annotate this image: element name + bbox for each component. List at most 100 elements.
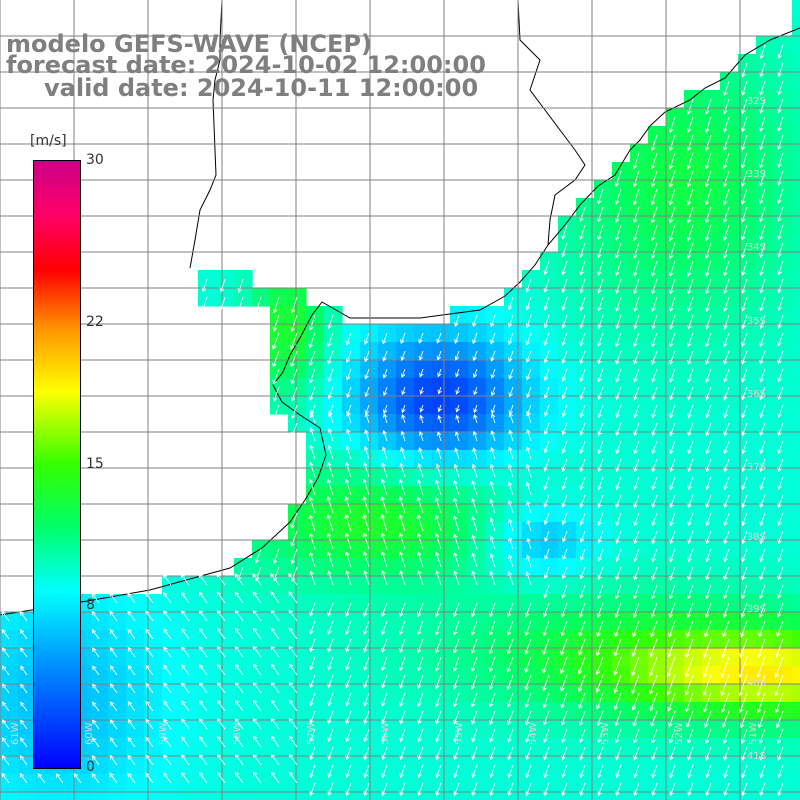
wind-arrow — [434, 532, 442, 550]
wind-cell — [324, 504, 343, 523]
wind-arrow — [705, 548, 712, 563]
wind-arrow — [308, 332, 316, 349]
wind-arrow — [400, 430, 406, 442]
wind-arrow — [181, 628, 190, 640]
wind-arrow — [777, 494, 784, 509]
wind-arrow — [777, 116, 784, 132]
wind-cell — [522, 792, 541, 800]
latitude-label: 37S — [746, 462, 766, 473]
longitude-label: 57W — [306, 722, 317, 745]
wind-arrow — [471, 692, 478, 708]
wind-arrow — [739, 710, 748, 729]
wind-arrow — [687, 764, 694, 779]
wind-cell — [180, 630, 199, 649]
wind-arrow — [669, 386, 676, 401]
longitude-label: 52W — [674, 722, 685, 745]
wind-arrow — [579, 566, 586, 580]
wind-arrow — [471, 534, 478, 550]
wind-arrow — [381, 620, 388, 635]
wind-arrow — [777, 296, 784, 312]
wind-arrow — [453, 533, 460, 550]
wind-arrow — [720, 674, 730, 697]
wind-cell — [18, 666, 37, 685]
wind-arrow — [162, 573, 172, 586]
wind-arrow — [561, 440, 568, 454]
wind-cell — [198, 576, 217, 595]
wind-arrow — [615, 368, 622, 383]
wind-arrow — [615, 332, 622, 347]
wind-arrow — [508, 368, 514, 380]
wind-arrow — [273, 404, 280, 420]
wind-arrow — [741, 278, 748, 294]
wind-arrow — [723, 296, 730, 312]
wind-cell — [180, 738, 199, 757]
wind-arrow — [252, 663, 262, 676]
wind-arrow — [704, 152, 712, 170]
wind-arrow — [597, 728, 604, 744]
wind-arrow — [543, 314, 550, 329]
wind-arrow — [382, 413, 388, 424]
wind-arrow — [288, 681, 298, 694]
wind-arrow — [669, 530, 676, 545]
wind-arrow — [288, 735, 298, 748]
wind-arrow — [201, 278, 208, 293]
wind-arrow — [615, 782, 622, 797]
wind-arrow — [216, 645, 226, 658]
wind-arrow — [416, 514, 424, 532]
wind-arrow — [489, 710, 496, 726]
wind-cell — [216, 666, 235, 685]
wind-cell — [162, 702, 181, 721]
wind-arrow — [596, 602, 604, 619]
wind-arrow — [363, 710, 370, 725]
wind-arrow — [597, 530, 604, 544]
wind-arrow — [741, 440, 748, 455]
wind-arrow — [669, 422, 676, 437]
wind-arrow — [381, 782, 388, 797]
wind-arrow — [578, 602, 586, 618]
wind-arrow — [526, 411, 532, 424]
wind-cell — [630, 792, 649, 800]
wind-arrow — [525, 296, 532, 311]
wind-cell — [360, 468, 379, 487]
wind-arrow — [346, 368, 352, 381]
wind-cell — [792, 720, 800, 739]
wind-arrow — [561, 512, 568, 526]
wind-arrow — [1, 629, 10, 640]
wind-arrow — [216, 699, 226, 712]
wind-arrow — [489, 746, 496, 761]
wind-arrow — [180, 771, 190, 784]
wind-arrow — [472, 430, 478, 442]
wind-arrow — [723, 350, 730, 365]
wind-arrow — [741, 584, 748, 600]
wind-cell — [126, 738, 145, 757]
wind-cell — [414, 540, 433, 559]
wind-arrow — [777, 512, 784, 527]
wind-arrow — [597, 260, 604, 276]
wind-arrow — [741, 242, 748, 259]
wind-arrow — [345, 602, 352, 618]
wind-arrow — [777, 476, 784, 491]
wind-arrow — [435, 746, 442, 761]
latitude-label: 38S — [746, 532, 766, 543]
wind-cell — [90, 720, 109, 739]
wind-cell — [792, 450, 800, 469]
wind-arrow — [435, 620, 442, 636]
wind-arrow — [19, 772, 28, 784]
wind-arrow — [309, 656, 316, 671]
wind-arrow — [687, 440, 694, 455]
wind-arrow — [489, 570, 496, 586]
wind-arrow — [234, 681, 244, 694]
wind-cell — [792, 306, 800, 325]
wind-arrow — [561, 494, 568, 509]
wind-arrow — [363, 638, 370, 653]
wind-arrow — [669, 764, 676, 779]
wind-arrow — [633, 548, 640, 563]
wind-arrow — [632, 728, 640, 744]
wind-cell — [504, 432, 523, 451]
wind-arrow — [109, 665, 118, 676]
wind-arrow — [255, 296, 262, 313]
wind-arrow — [234, 771, 244, 784]
wind-cell — [180, 756, 199, 775]
wind-arrow — [705, 404, 712, 419]
wind-arrow — [471, 746, 478, 761]
